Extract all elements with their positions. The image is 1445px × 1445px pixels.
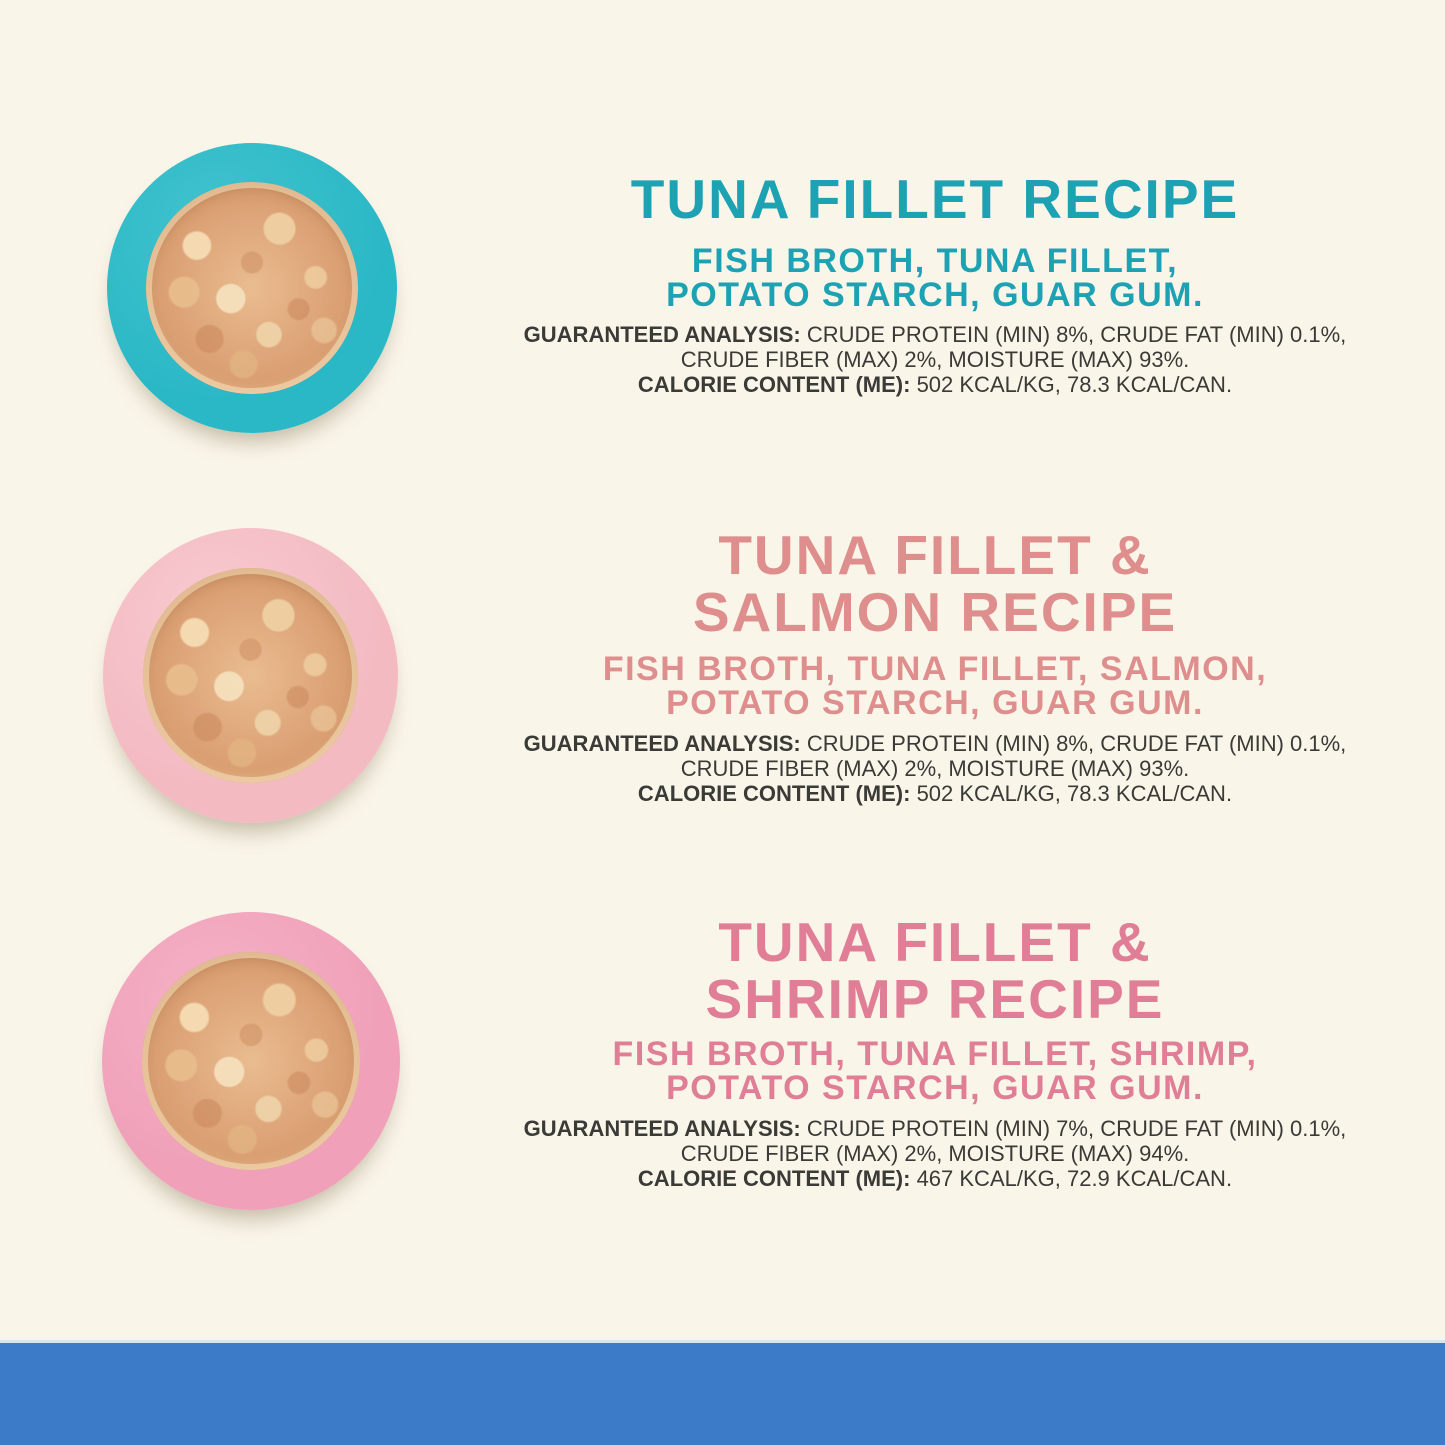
- analysis-text: CRUDE PROTEIN (MIN) 8%, CRUDE FAT (MIN) …: [800, 731, 1347, 756]
- analysis-label: GUARANTEED ANALYSIS:: [523, 322, 801, 347]
- analysis-text: CRUDE PROTEIN (MIN) 8%, CRUDE FAT (MIN) …: [800, 322, 1347, 347]
- analysis-line: CRUDE FIBER (MAX) 2%, MOISTURE (MAX) 93%…: [680, 756, 1190, 781]
- title-line: SHRIMP RECIPE: [705, 968, 1165, 1030]
- calorie-label: CALORIE CONTENT (ME):: [637, 781, 911, 806]
- tuna-shrimp-bowl-image: [102, 912, 400, 1210]
- footer-bar: [0, 1340, 1445, 1445]
- tuna-shrimp-analysis: GUARANTEED ANALYSIS: CRUDE PROTEIN (MIN)…: [420, 1116, 1445, 1191]
- analysis-line: GUARANTEED ANALYSIS: CRUDE PROTEIN (MIN)…: [420, 731, 1445, 756]
- analysis-line: CRUDE FIBER (MAX) 2%, MOISTURE (MAX) 93%…: [680, 347, 1190, 372]
- tuna-salmon-bowl-image: [103, 528, 398, 823]
- tuna-shrimp-ingredients: FISH BROTH, TUNA FILLET, SHRIMP, POTATO …: [420, 1037, 1445, 1105]
- ingredients-line: FISH BROTH, TUNA FILLET, SHRIMP,: [612, 1035, 1258, 1073]
- ingredients-line: FISH BROTH, TUNA FILLET, SALMON,: [602, 650, 1268, 688]
- analysis-line: GUARANTEED ANALYSIS: CRUDE PROTEIN (MIN)…: [420, 1116, 1445, 1141]
- calorie-label: CALORIE CONTENT (ME):: [637, 372, 911, 397]
- calorie-text: 502 KCAL/KG, 78.3 KCAL/CAN.: [910, 372, 1233, 397]
- analysis-line: CRUDE FIBER (MAX) 2%, MOISTURE (MAX) 94%…: [680, 1141, 1190, 1166]
- analysis-line: CALORIE CONTENT (ME): 502 KCAL/KG, 78.3 …: [420, 372, 1445, 397]
- ingredients-line: FISH BROTH, TUNA FILLET,: [691, 242, 1179, 280]
- tuna-salmon-title: TUNA FILLET & SALMON RECIPE: [420, 527, 1445, 641]
- calorie-text: 502 KCAL/KG, 78.3 KCAL/CAN.: [910, 781, 1233, 806]
- tuna-fillet-bowl-food: [146, 182, 358, 394]
- analysis-label: GUARANTEED ANALYSIS:: [523, 1116, 801, 1141]
- tuna-fillet-analysis: GUARANTEED ANALYSIS: CRUDE PROTEIN (MIN)…: [420, 322, 1445, 397]
- analysis-text: CRUDE PROTEIN (MIN) 7%, CRUDE FAT (MIN) …: [800, 1116, 1347, 1141]
- tuna-fillet-title: TUNA FILLET RECIPE: [420, 171, 1445, 228]
- analysis-label: GUARANTEED ANALYSIS:: [523, 731, 801, 756]
- calorie-text: 467 KCAL/KG, 72.9 KCAL/CAN.: [910, 1166, 1233, 1191]
- title-line: TUNA FILLET &: [718, 911, 1152, 973]
- title-line: SALMON RECIPE: [692, 581, 1178, 643]
- tuna-shrimp-title: TUNA FILLET & SHRIMP RECIPE: [420, 914, 1445, 1028]
- title-line: TUNA FILLET RECIPE: [630, 168, 1240, 230]
- tuna-shrimp-bowl-food: [142, 952, 360, 1170]
- ingredients-line: POTATO STARCH, GUAR GUM.: [666, 276, 1204, 314]
- tuna-salmon-analysis: GUARANTEED ANALYSIS: CRUDE PROTEIN (MIN)…: [420, 731, 1445, 806]
- tuna-salmon-bowl-food: [142, 567, 359, 784]
- analysis-line: CALORIE CONTENT (ME): 502 KCAL/KG, 78.3 …: [420, 781, 1445, 806]
- calorie-label: CALORIE CONTENT (ME):: [637, 1166, 911, 1191]
- title-line: TUNA FILLET &: [718, 524, 1152, 586]
- tuna-salmon-ingredients: FISH BROTH, TUNA FILLET, SALMON, POTATO …: [420, 652, 1445, 720]
- ingredients-line: POTATO STARCH, GUAR GUM.: [666, 684, 1204, 722]
- analysis-line: CALORIE CONTENT (ME): 467 KCAL/KG, 72.9 …: [420, 1166, 1445, 1191]
- tuna-fillet-bowl-image: [107, 143, 397, 433]
- tuna-fillet-ingredients: FISH BROTH, TUNA FILLET, POTATO STARCH, …: [420, 244, 1445, 312]
- ingredients-line: POTATO STARCH, GUAR GUM.: [666, 1069, 1204, 1107]
- analysis-line: GUARANTEED ANALYSIS: CRUDE PROTEIN (MIN)…: [420, 322, 1445, 347]
